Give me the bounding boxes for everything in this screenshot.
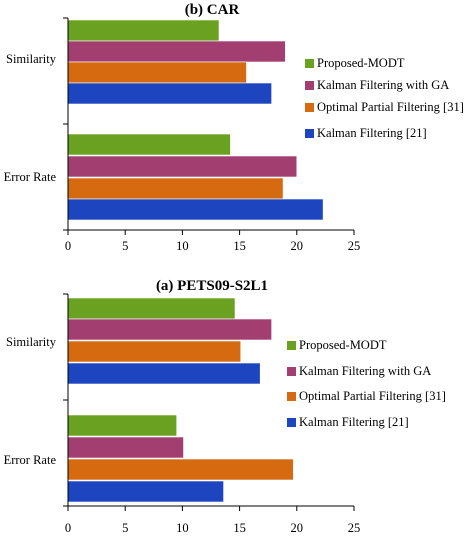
pets-chart-title: (a) PETS09-S2L1 [156, 278, 268, 294]
pets-bar-similarity-3 [67, 362, 261, 385]
car-bar-error-rate-0 [67, 133, 231, 156]
car-x-tick-label: 15 [233, 239, 246, 253]
pets-x-tick-label: 20 [291, 521, 304, 535]
pets-bar-error-rate-0 [67, 414, 177, 437]
car-bar-similarity-3 [67, 82, 272, 105]
pets-bar-similarity-0 [67, 297, 236, 320]
car-x-tick-label: 5 [122, 239, 128, 253]
pets-legend-swatch-3 [287, 418, 296, 427]
car-bar-similarity-2 [67, 61, 247, 84]
car-chart-title: (b) CAR [185, 2, 240, 18]
car-legend-swatch-1 [305, 81, 314, 90]
pets-legend-label-2: Optimal Partial Filtering [31] [299, 389, 446, 403]
pets-bar-error-rate-3 [67, 480, 224, 503]
car-bar-error-rate-2 [67, 177, 284, 200]
car-category-label: Error Rate [4, 170, 57, 184]
pets-x-tick-label: 25 [348, 521, 361, 535]
pets-bar-similarity-2 [67, 340, 242, 363]
pets-legend-label-3: Kalman Filtering [21] [299, 415, 409, 429]
pets-bar-error-rate-1 [67, 436, 184, 459]
pets-x-tick-label: 10 [176, 521, 189, 535]
pets-category-label: Similarity [6, 335, 57, 349]
pets-x-tick-label: 0 [65, 521, 71, 535]
car-legend-label-2: Optimal Partial Filtering [31] [317, 100, 464, 114]
pets-bar-similarity-1 [67, 318, 272, 341]
pets-legend-label-0: Proposed-MODT [299, 338, 387, 352]
car-x-tick-label: 25 [348, 239, 361, 253]
pets-x-tick-label: 5 [122, 521, 128, 535]
car-x-tick-label: 0 [65, 239, 71, 253]
car-legend-label-0: Proposed-MODT [317, 56, 405, 70]
pets-legend-swatch-0 [287, 341, 296, 350]
pets-category-label: Error Rate [4, 453, 57, 467]
pets-legend-label-1: Kalman Filtering with GA [299, 364, 431, 378]
car-legend-label-3: Kalman Filtering [21] [317, 126, 427, 140]
pets-bar-error-rate-2 [67, 458, 294, 481]
pets09-chart: (a) PETS09-S2L1 Similarity Error Rate 0 5 10 1… [4, 278, 446, 535]
car-chart: (b) CAR Similarity Error Rate 0 5 10 15 20 25 Pro… [4, 2, 464, 253]
car-legend-label-1: Kalman Filtering with GA [317, 78, 449, 92]
car-legend-swatch-0 [305, 59, 314, 68]
car-x-tick-label: 10 [176, 239, 189, 253]
pets-legend-swatch-1 [287, 367, 296, 376]
car-category-label: Similarity [6, 52, 57, 66]
pets-x-tick-label: 15 [233, 521, 246, 535]
pets-legend-swatch-2 [287, 392, 296, 401]
car-legend-swatch-3 [305, 129, 314, 138]
car-bar-error-rate-1 [67, 155, 298, 178]
car-bar-similarity-1 [67, 40, 286, 63]
car-bar-error-rate-3 [67, 198, 324, 221]
car-x-tick-label: 20 [291, 239, 304, 253]
car-legend-swatch-2 [305, 103, 314, 112]
car-bar-similarity-0 [67, 19, 220, 42]
